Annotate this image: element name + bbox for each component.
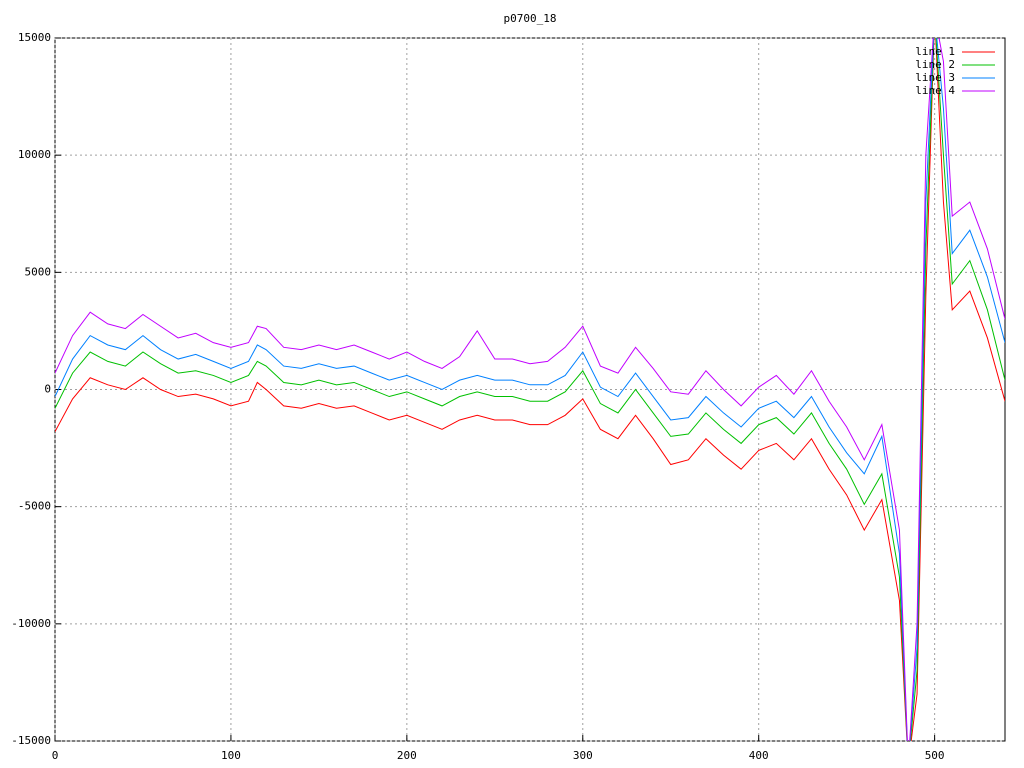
y-tick-label: -15000 [11, 734, 51, 747]
y-tick-label: -5000 [18, 500, 51, 513]
legend-label: line 1 [915, 45, 955, 58]
legend-label: line 4 [915, 84, 955, 97]
series-line [55, 38, 1005, 741]
x-tick-label: 400 [749, 749, 769, 762]
x-tick-label: 0 [52, 749, 59, 762]
y-tick-label: 10000 [18, 148, 51, 161]
plot-area [55, 38, 1005, 741]
x-tick-label: 300 [573, 749, 593, 762]
y-tick-label: -10000 [11, 617, 51, 630]
y-tick-label: 0 [44, 383, 51, 396]
series-line [55, 38, 1005, 741]
legend-label: line 3 [915, 71, 955, 84]
series-line [55, 38, 1005, 741]
series-line [55, 38, 1005, 741]
x-tick-label: 100 [221, 749, 241, 762]
x-tick-label: 200 [397, 749, 417, 762]
x-tick-label: 500 [925, 749, 945, 762]
legend-label: line 2 [915, 58, 955, 71]
y-tick-label: 5000 [25, 265, 52, 278]
chart-title: p0700_18 [504, 12, 557, 25]
y-tick-label: 15000 [18, 31, 51, 44]
